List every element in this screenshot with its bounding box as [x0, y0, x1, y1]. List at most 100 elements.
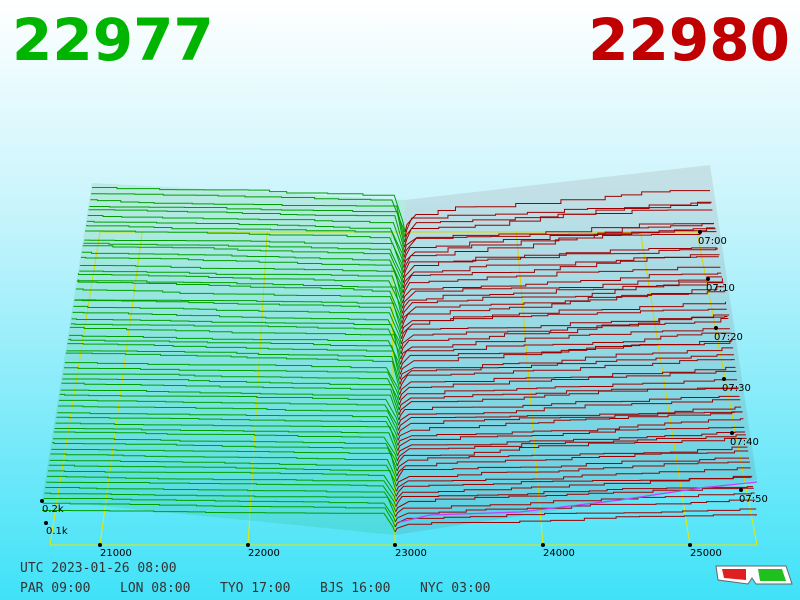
ask-depth-line — [403, 231, 717, 273]
bid-depth-line — [44, 492, 396, 517]
bid-depth-line — [66, 350, 401, 385]
ask-depth-line — [400, 328, 730, 360]
bid-depth-line — [86, 220, 405, 263]
ask-depth-line — [399, 347, 734, 380]
ask-depth-line — [403, 223, 714, 253]
bid-depth-line — [76, 280, 403, 324]
bid-depth-line — [90, 199, 406, 243]
time-label: 07:30 — [722, 383, 751, 394]
price-label: 23000 — [395, 548, 427, 559]
bid-depth-line — [79, 270, 403, 309]
price-label: 24000 — [543, 548, 575, 559]
bid-depth-line — [77, 279, 403, 319]
depth-label: 0.1k — [46, 526, 68, 537]
ask-depth-line — [395, 475, 753, 502]
ask-depth-line — [403, 228, 716, 268]
time-label: 07:20 — [714, 332, 743, 343]
price-tick — [98, 543, 102, 547]
ask-depth-line — [394, 514, 757, 533]
time-tick — [698, 230, 702, 234]
time-label: 07:00 — [698, 236, 727, 247]
city-clock: BJS 16:00 — [320, 581, 390, 596]
bid-depth-line — [82, 245, 404, 289]
current-ask-line — [399, 481, 758, 523]
bid-depth-line — [64, 362, 401, 395]
bid-depth-line — [80, 265, 404, 304]
bid-depth-line — [46, 481, 397, 507]
bid-depth-line — [57, 412, 399, 441]
bid-depth-line — [58, 399, 399, 431]
ask-depth-line — [394, 508, 757, 528]
bid-depth-line — [69, 326, 402, 365]
depth-lines — [42, 165, 758, 535]
ask-depth-line — [399, 366, 736, 395]
bid-depth-line — [49, 459, 397, 487]
bid-depth-line — [73, 305, 402, 344]
ask-depth-line — [395, 467, 751, 492]
ask-depth-line — [398, 395, 740, 421]
ask-depth-line — [398, 387, 739, 416]
utc-clock: UTC 2023-01-26 08:00 — [20, 561, 177, 576]
ask-depth-line — [400, 318, 729, 350]
ask-depth-line — [403, 227, 715, 263]
ask-depth-line — [404, 201, 712, 243]
ask-depth-line — [400, 308, 727, 339]
bid-depth-line — [58, 405, 399, 436]
city-clock: TYO 17:00 — [220, 581, 290, 596]
bid-depth-line — [83, 242, 404, 283]
bid-depth-line — [91, 193, 406, 238]
bid-depth-line — [81, 251, 404, 294]
ask-depth-line — [396, 437, 747, 467]
bid-depth-line — [50, 453, 398, 482]
bid-depth-line — [85, 230, 405, 273]
bid-depth-line — [60, 389, 400, 421]
ask-price: 22980 — [588, 6, 790, 74]
bid-shade — [42, 183, 405, 535]
depth-label: 0.2k — [42, 504, 64, 515]
bid-depth-line — [48, 464, 397, 492]
ask-depth-line — [395, 492, 755, 517]
ask-depth-line — [397, 406, 742, 431]
bid-depth-line — [77, 272, 403, 314]
bid-depth-line — [69, 334, 401, 370]
bid-depth-line — [45, 486, 397, 512]
time-label: 07:40 — [730, 437, 759, 448]
bid-depth-line — [61, 382, 400, 416]
axis-labels: 21000 22000 23000 24000 25000 07:00 07:10 07:20… — [40, 230, 768, 559]
bid-depth-line — [80, 256, 404, 299]
bid-depth-line — [92, 186, 406, 233]
price-grid-line — [99, 231, 143, 546]
bid-depth-line — [87, 215, 405, 258]
ask-depth-line — [400, 314, 730, 355]
bid-depth-line — [71, 318, 402, 355]
bid-depth-line — [89, 206, 405, 248]
bid-price: 22977 — [12, 6, 214, 74]
ask-depth-line — [404, 202, 711, 238]
ask-depth-line — [401, 282, 724, 319]
price-tick — [393, 543, 397, 547]
ask-depth-line — [404, 209, 713, 248]
ask-depth-line — [398, 379, 738, 406]
bid-depth-line — [65, 352, 401, 390]
bid-depth-line — [53, 431, 398, 461]
bid-depth-line — [74, 299, 402, 339]
ask-depth-line — [402, 266, 721, 299]
bid-depth-line — [59, 393, 400, 426]
bid-depth-line — [86, 225, 405, 268]
ask-depth-line — [399, 359, 735, 390]
ask-depth-line — [401, 286, 725, 324]
ask-depth-line — [395, 487, 754, 512]
time-tick — [714, 326, 718, 330]
ask-depth-line — [404, 190, 710, 233]
bid-depth-line — [63, 373, 400, 406]
ask-depth-line — [402, 254, 720, 294]
ask-depth-line — [396, 457, 750, 482]
ask-depth-line — [402, 272, 722, 304]
bid-depth-line — [47, 475, 397, 502]
ask-depth-line — [401, 276, 722, 309]
bid-depth-line — [42, 510, 396, 533]
bid-depth-line — [56, 416, 399, 446]
price-tick — [688, 543, 692, 547]
ask-depth-line — [397, 426, 745, 451]
